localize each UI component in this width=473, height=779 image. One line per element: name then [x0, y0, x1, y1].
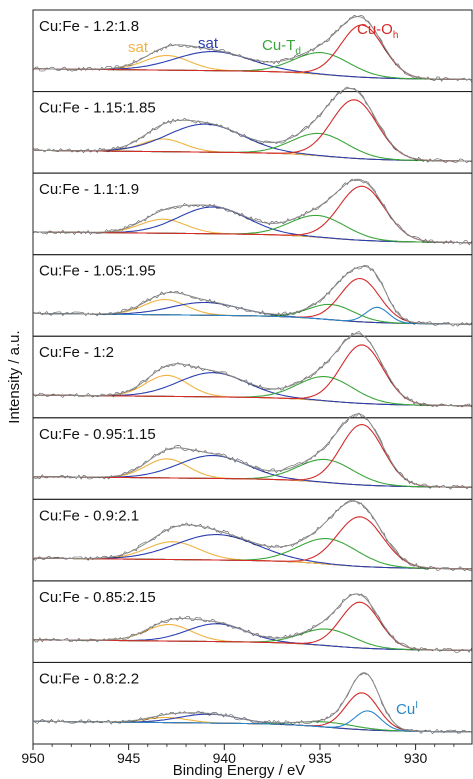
- fit-envelope: [32, 333, 472, 407]
- panel-3: Cu:Fe - 1.1:1.9: [32, 172, 473, 256]
- panel-label: Cu:Fe - 0.95:1.15: [39, 426, 156, 443]
- annotation-sat: sat: [198, 35, 219, 52]
- fit-envelope: [33, 87, 472, 162]
- peak-sat: [33, 206, 472, 244]
- fit-envelope: [33, 413, 472, 488]
- annotation-sat: sat: [128, 39, 149, 56]
- peak-sat: [33, 50, 472, 81]
- y-axis-title: Intensity / a.u.: [6, 330, 23, 423]
- x-tick-label: 940: [213, 750, 237, 766]
- x-tick-label: 950: [21, 750, 45, 766]
- fit-envelope: [32, 672, 472, 733]
- peak-sat: [33, 454, 472, 488]
- panel-6: Cu:Fe - 0.95:1.15: [32, 412, 473, 500]
- fit-envelope: [33, 265, 472, 325]
- peak-sat: [32, 541, 472, 570]
- raw-data-trace: [32, 412, 472, 490]
- peak-cu-oh: [33, 601, 472, 651]
- peak-cu-td: [33, 52, 472, 81]
- fit-envelope: [33, 16, 472, 80]
- peak-sat: [33, 218, 472, 244]
- panel-9: Cu:Fe - 0.8:2.2 CuI: [32, 661, 473, 745]
- peak-sat: [33, 458, 472, 488]
- peak-cu-oh: [33, 277, 472, 325]
- annotation-cu-o: Cu-Oh: [357, 21, 398, 41]
- panel-1: Cu:Fe - 1.2:1.8 sat sat Cu-Td Cu-Oh: [32, 9, 473, 93]
- peak-cu-td: [32, 376, 472, 407]
- raw-data-trace: [32, 500, 472, 572]
- annotation-cu-t: Cu-Td: [262, 37, 301, 57]
- panel-5: Cu:Fe - 1:2: [32, 331, 473, 419]
- peak-sat: [32, 534, 472, 570]
- panel-label: Cu:Fe - 0.8:2.2: [39, 670, 139, 687]
- panel-8: Cu:Fe - 0.85:2.15: [32, 580, 473, 663]
- peak-cu-oh: [32, 516, 472, 570]
- panel-2: Cu:Fe - 1.15:1.85: [32, 86, 473, 174]
- panel-label: Cu:Fe - 1.05:1.95: [39, 263, 156, 280]
- peak-sat: [32, 374, 472, 407]
- fit-envelope: [33, 178, 472, 244]
- raw-data-trace: [32, 178, 472, 246]
- panel-label: Cu:Fe - 1.1:1.9: [39, 181, 139, 198]
- x-tick-label: 945: [117, 750, 141, 766]
- panel-4: Cu:Fe - 1.05:1.95: [32, 254, 473, 337]
- peak-cui: [33, 306, 472, 325]
- peak-cu-td: [33, 132, 472, 162]
- x-axis: 950 945 940 935 930: [21, 744, 455, 766]
- fit-envelope: [33, 593, 472, 651]
- annotation-cu: CuI: [396, 700, 418, 718]
- x-tick-label: 935: [308, 750, 332, 766]
- panel-label: Cu:Fe - 0.85:2.15: [39, 589, 156, 606]
- peak-sat: [32, 372, 472, 407]
- raw-data-trace: [32, 672, 472, 735]
- panel-label: Cu:Fe - 1.15:1.85: [39, 100, 156, 117]
- panel-label: Cu:Fe - 1:2: [39, 344, 114, 361]
- panel-label: Cu:Fe - 1.2:1.8: [39, 18, 139, 35]
- panel-label: Cu:Fe - 0.9:2.1: [39, 507, 139, 524]
- peak-cu-td: [33, 458, 472, 488]
- panel-7: Cu:Fe - 0.9:2.1: [32, 498, 473, 582]
- x-axis-title: Binding Energy / eV: [173, 762, 306, 779]
- fit-envelope: [32, 500, 472, 570]
- x-tick-label: 930: [404, 750, 428, 766]
- panel-frame: [32, 661, 473, 745]
